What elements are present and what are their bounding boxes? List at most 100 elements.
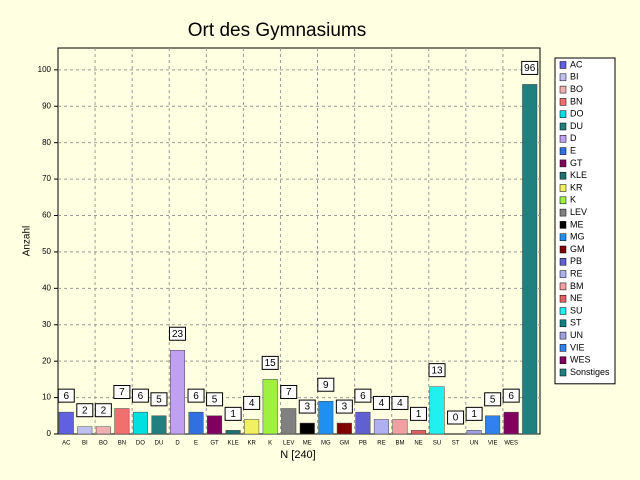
bar: [262, 379, 278, 435]
value-label: 9: [323, 380, 329, 391]
x-tick-label: KLE: [227, 441, 238, 447]
legend-label: SU: [570, 305, 583, 315]
bar: [410, 430, 427, 435]
legend-swatch: [559, 85, 567, 94]
bar: [207, 415, 223, 435]
legend-label: VIE: [570, 342, 585, 352]
x-tick-label: BN: [118, 441, 126, 447]
legend-swatch: [559, 110, 567, 118]
legend-label: DU: [570, 121, 583, 131]
bar: [373, 419, 389, 435]
bar: [114, 408, 130, 435]
legend-label: ST: [570, 318, 582, 328]
x-axis-label: N [240]: [280, 449, 315, 461]
x-tick-label: ME: [303, 441, 312, 447]
y-tick-label: 50: [42, 247, 51, 256]
bar: [95, 426, 111, 435]
legend-swatch: [559, 258, 567, 266]
x-tick-label: WES: [504, 441, 518, 447]
value-label: 4: [249, 398, 255, 409]
bar: [522, 84, 538, 435]
x-tick-label: NE: [414, 441, 422, 447]
value-label-box: [428, 363, 446, 378]
x-tick-label: UN: [470, 441, 479, 447]
x-tick-label: DO: [136, 441, 145, 447]
x-tick-label: AC: [62, 441, 71, 447]
legend-swatch: [559, 159, 567, 168]
value-label-box: [298, 399, 316, 414]
legend-label: DO: [570, 109, 584, 119]
bar: [355, 411, 371, 435]
bar: [281, 408, 297, 435]
legend-swatch: [559, 319, 567, 328]
value-label: 6: [360, 391, 366, 402]
value-label-box: [335, 399, 353, 414]
value-label-box: [502, 388, 520, 403]
x-tick-label: BM: [395, 441, 404, 447]
y-axis-label: Anzahl: [22, 226, 33, 257]
legend-label: LEV: [570, 207, 587, 217]
x-tick-label: DU: [155, 441, 164, 447]
legend-label: WES: [570, 355, 591, 365]
value-label-box: [261, 355, 279, 370]
bar: [336, 422, 352, 435]
x-tick-label: ST: [452, 441, 460, 447]
value-label-box: [150, 392, 168, 407]
legend-swatch: [559, 98, 567, 106]
bar: [299, 422, 315, 435]
legend-swatch: [559, 221, 567, 229]
legend-label: D: [570, 133, 577, 143]
bar: [132, 411, 148, 435]
bar: [485, 415, 501, 435]
value-label: 4: [379, 398, 385, 409]
y-tick-label: 80: [42, 138, 51, 147]
legend-label: KLE: [570, 170, 587, 180]
bar: [466, 430, 482, 435]
value-label: 3: [342, 402, 348, 413]
legend-label: ME: [570, 219, 584, 229]
legend-swatch: [559, 147, 567, 155]
x-tick-label: MG: [321, 441, 331, 447]
value-label: 0: [453, 413, 459, 424]
legend-swatch: [559, 344, 567, 352]
value-label-box: [372, 395, 390, 410]
value-label-box: [391, 395, 409, 410]
bar: [503, 411, 519, 435]
value-label: 1: [416, 409, 422, 420]
x-tick-label: VIE: [488, 441, 498, 447]
value-label-box: [57, 388, 75, 403]
x-tick-label: E: [194, 441, 198, 447]
value-label: 5: [156, 394, 162, 405]
legend-label: Sonstiges: [570, 367, 610, 377]
bar: [58, 411, 74, 435]
legend-label: E: [570, 145, 576, 155]
bar: [151, 415, 167, 435]
legend-label: GT: [570, 158, 583, 168]
bar: [77, 426, 93, 435]
value-label-box: [94, 403, 112, 418]
x-tick-label: BO: [99, 441, 108, 447]
bar: [188, 411, 204, 435]
legend-label: UN: [570, 330, 583, 340]
legend-label: MG: [570, 232, 585, 242]
value-label: 6: [193, 391, 199, 402]
value-label-box: [131, 388, 149, 403]
bar: [244, 419, 260, 435]
y-tick-label: 10: [42, 393, 51, 402]
legend-label: PB: [570, 256, 582, 266]
legend-swatch: [559, 196, 567, 205]
value-label-box: [521, 60, 539, 75]
legend-swatch: [559, 294, 567, 303]
value-label-box: [206, 392, 224, 407]
legend-swatch: [559, 184, 567, 192]
legend-swatch: [559, 368, 567, 377]
value-label: 6: [508, 391, 514, 402]
legend-swatch: [559, 245, 567, 254]
value-label-box: [410, 406, 427, 421]
value-label: 1: [471, 409, 477, 420]
value-label: 5: [212, 394, 218, 405]
bar: [392, 419, 408, 435]
x-tick-label: BI: [82, 441, 88, 447]
legend-label: BI: [570, 72, 579, 82]
